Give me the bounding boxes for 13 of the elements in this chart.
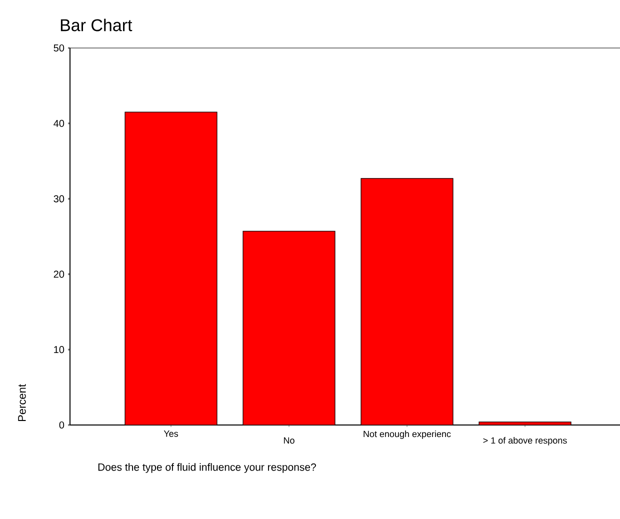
x-tick-label: > 1 of above respons [483,437,567,446]
y-tick-label: 20 [54,270,64,278]
y-axis-title: Percent [18,384,26,422]
chart-title: Bar Chart [60,18,132,32]
x-tick-label: Yes [164,430,178,437]
y-tick-label: 0 [59,421,64,429]
y-tick-label: 40 [54,120,64,127]
x-axis-title: Does the type of fluid influence your response? [98,463,316,473]
y-tick-label: 50 [54,44,64,52]
y-tick-label: 10 [54,346,64,354]
x-tick-label: No [284,437,294,444]
y-tick-label: 30 [54,195,64,202]
x-tick-label: Not enough experienc [364,430,451,439]
